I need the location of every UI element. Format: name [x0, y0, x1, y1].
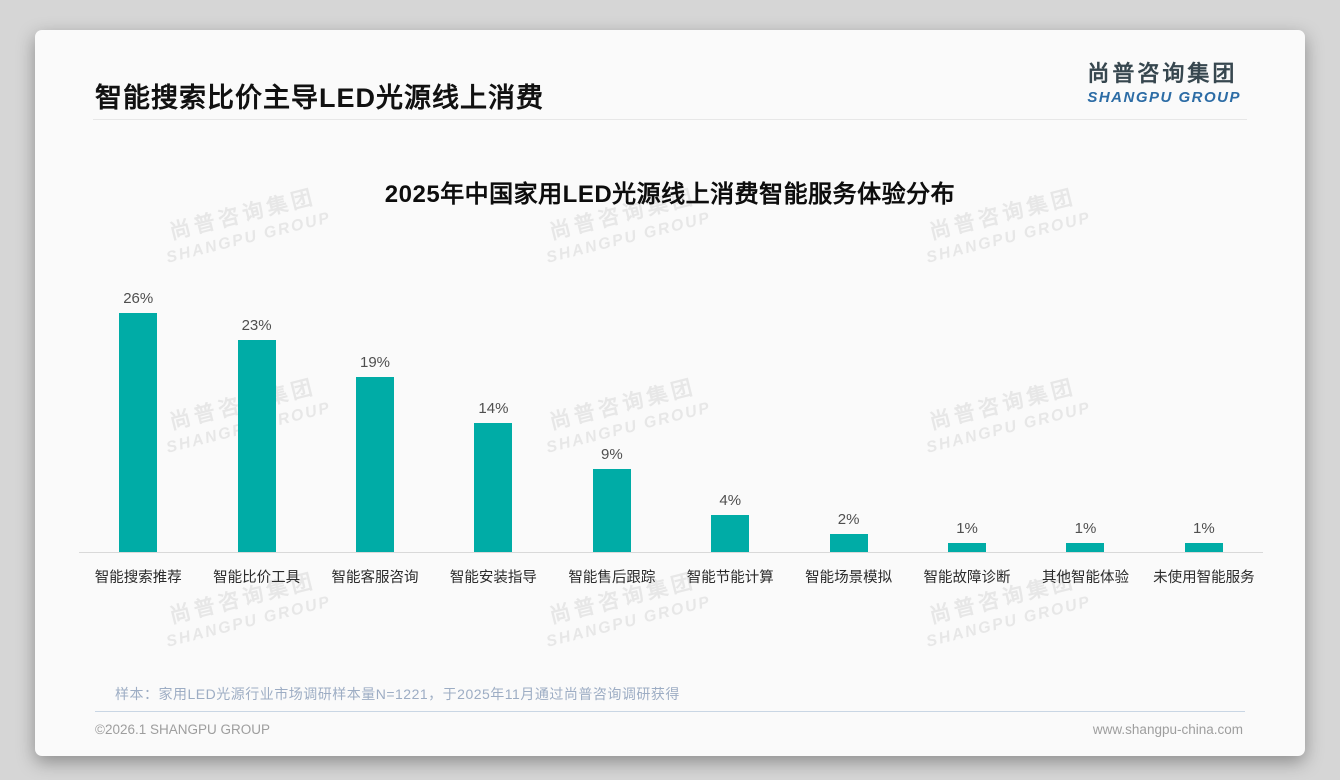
- bar-column: 19%: [316, 280, 434, 552]
- bar: [592, 469, 631, 552]
- category-label: 智能售后跟踪: [568, 570, 656, 586]
- bar-value-label: 1%: [1193, 519, 1215, 537]
- bar-column: 14%: [434, 280, 552, 552]
- copyright-text: ©2026.1 SHANGPU GROUP: [95, 722, 271, 737]
- category-label: 其他智能体验: [1041, 570, 1129, 586]
- bar-column: 9%: [553, 280, 671, 552]
- bar-value-label: 19%: [360, 354, 391, 372]
- bar-column: 1%: [1026, 280, 1144, 552]
- category-label: 智能场景模拟: [805, 570, 893, 586]
- footer-divider: [95, 711, 1245, 712]
- bar: [1184, 542, 1223, 552]
- bar-value-label: 1%: [956, 519, 978, 537]
- bar: [237, 340, 276, 552]
- bar: [474, 423, 513, 552]
- category-label: 智能故障诊断: [923, 570, 1011, 586]
- bar-column: 1%: [1145, 280, 1263, 552]
- bar-value-label: 14%: [478, 400, 509, 418]
- title-divider: [93, 119, 1247, 120]
- logo-english-text: SHANGPU GROUP: [1087, 89, 1241, 106]
- category-label: 智能节能计算: [686, 570, 774, 586]
- bar-column: 1%: [908, 280, 1026, 552]
- bar: [119, 312, 158, 552]
- logo-chinese-text: 尚普咨询集团: [1087, 61, 1238, 86]
- page-title: 智能搜索比价主导LED光源线上消费: [95, 83, 544, 113]
- bar-column: 23%: [197, 280, 315, 552]
- bar-value-label: 4%: [719, 492, 742, 510]
- bar-value-label: 9%: [600, 446, 623, 464]
- bar: [711, 515, 750, 552]
- bar: [356, 377, 395, 552]
- bar-value-label: 26%: [123, 289, 154, 307]
- category-label: 智能客服咨询: [331, 570, 419, 586]
- company-logo: 尚普咨询集团 SHANGPU GROUP: [1087, 56, 1241, 106]
- bar-column: 26%: [79, 280, 197, 552]
- bar-value-label: 2%: [837, 510, 860, 528]
- category-label: 未使用智能服务: [1153, 570, 1255, 586]
- bar-value-label: 1%: [1074, 519, 1097, 537]
- bar-column: 4%: [671, 280, 789, 552]
- sample-note: 样本：家用LED光源行业市场调研样本量N=1221，于2025年11月通过尚普咨…: [115, 686, 680, 702]
- chart-title: 2025年中国家用LED光源线上消费智能服务体验分布: [384, 181, 956, 208]
- category-label: 智能搜索推荐: [94, 570, 182, 586]
- plot-area: 26% 23% 19% 14% 9% 4% 2% 1% 1% 1%: [79, 280, 1263, 552]
- x-axis-line: [79, 552, 1263, 553]
- bar: [1066, 542, 1105, 552]
- website-url: www.shangpu-china.com: [1092, 722, 1243, 737]
- bar-value-label: 23%: [241, 317, 272, 335]
- bar: [829, 533, 868, 552]
- bar-column: 2%: [789, 280, 907, 552]
- category-label: 智能比价工具: [213, 570, 301, 586]
- category-labels: 智能搜索推荐 智能比价工具 智能客服咨询 智能安装指导 智能售后跟踪 智能节能计算 智能场景…: [79, 566, 1263, 587]
- category-label: 智能安装指导: [449, 570, 537, 586]
- slide-card: 智能搜索比价主导LED光源线上消费 尚普咨询集团 SHANGPU GROUP 尚…: [35, 30, 1305, 756]
- bar: [948, 542, 987, 552]
